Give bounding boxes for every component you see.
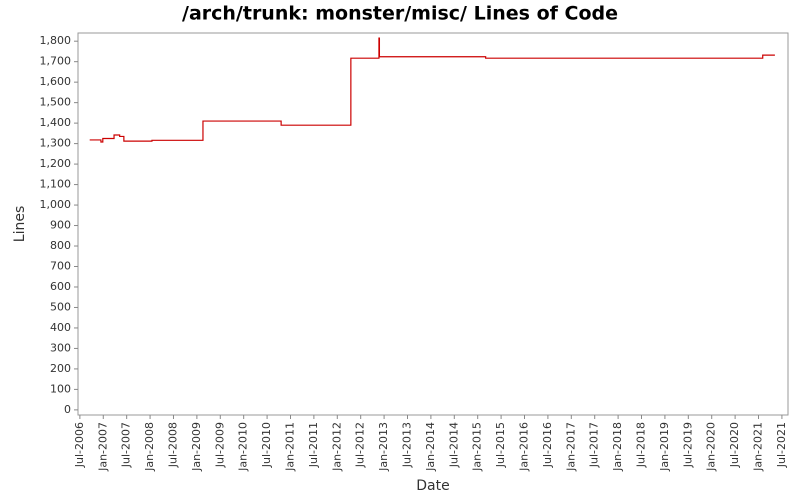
x-tick-label: Jul-2009 (213, 422, 226, 468)
y-tick-label: 200 (50, 362, 71, 375)
x-tick-label: Jan-2008 (143, 422, 156, 472)
y-tick-label: 1,500 (40, 96, 72, 109)
y-tick-label: 800 (50, 239, 71, 252)
x-tick-label: Jul-2007 (120, 422, 133, 468)
x-tick-label: Jul-2006 (73, 422, 86, 468)
x-tick-label: Jan-2020 (705, 422, 718, 472)
x-tick-label: Jul-2011 (307, 422, 320, 468)
y-tick-label: 900 (50, 219, 71, 232)
chart-title: /arch/trunk: monster/misc/ Lines of Code (182, 3, 618, 25)
x-tick-label: Jul-2012 (354, 422, 367, 468)
x-axis-title: Date (416, 478, 449, 494)
x-tick-label: Jul-2020 (728, 422, 741, 468)
y-tick-label: 300 (50, 341, 71, 354)
x-tick-label: Jan-2013 (377, 422, 390, 472)
y-tick-label: 1,700 (40, 55, 72, 68)
y-tick-label: 1,100 (40, 178, 72, 191)
y-tick-label: 1,400 (40, 116, 72, 129)
y-tick-label: 0 (64, 403, 71, 416)
y-tick-label: 700 (50, 260, 71, 273)
x-tick-label: Jan-2015 (471, 422, 484, 472)
plot-area (77, 32, 789, 416)
data-line (89, 37, 775, 143)
x-tick-label: Jul-2017 (588, 422, 601, 468)
x-tick-label: Jan-2018 (611, 422, 624, 472)
x-tick-label: Jul-2021 (775, 422, 788, 468)
x-tick-label: Jul-2013 (400, 422, 413, 468)
x-tick-label: Jan-2016 (517, 422, 530, 472)
x-tick-label: Jan-2010 (237, 422, 250, 472)
x-tick-label: Jul-2008 (166, 422, 179, 468)
x-tick-label: Jul-2014 (447, 422, 460, 468)
x-tick-label: Jan-2007 (96, 422, 109, 472)
x-tick-label: Jul-2010 (260, 422, 273, 468)
y-tick-label: 1,600 (40, 75, 72, 88)
x-tick-label: Jul-2016 (541, 422, 554, 468)
y-tick-label: 1,000 (40, 198, 72, 211)
y-axis-title: Lines (12, 206, 28, 242)
y-tick-label: 400 (50, 321, 71, 334)
x-tick-label: Jan-2019 (658, 422, 671, 472)
x-tick-label: Jan-2012 (330, 422, 343, 472)
x-tick-label: Jan-2009 (190, 422, 203, 472)
x-tick-label: Jul-2015 (494, 422, 507, 468)
y-tick-label: 1,800 (40, 34, 72, 47)
y-tick-label: 600 (50, 280, 71, 293)
x-tick-label: Jul-2019 (681, 422, 694, 468)
x-tick-label: Jan-2011 (283, 422, 296, 472)
y-tick-label: 500 (50, 300, 71, 313)
y-tick-label: 100 (50, 382, 71, 395)
y-tick-label: 1,200 (40, 157, 72, 170)
y-tick-label: 1,300 (40, 137, 72, 150)
x-tick-label: Jan-2014 (424, 422, 437, 472)
x-tick-label: Jan-2021 (752, 422, 765, 472)
x-tick-label: Jul-2018 (635, 422, 648, 468)
x-tick-label: Jan-2017 (564, 422, 577, 472)
